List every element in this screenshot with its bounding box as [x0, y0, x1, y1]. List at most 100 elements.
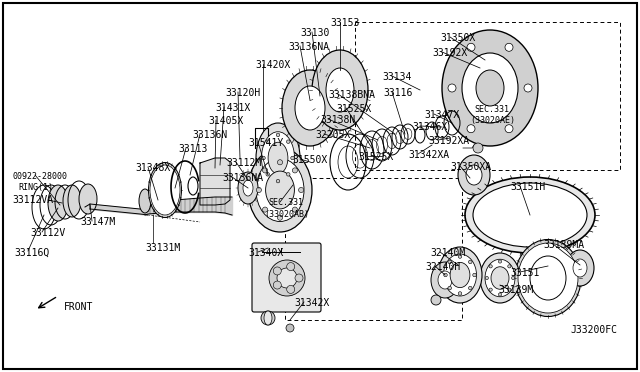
Ellipse shape: [476, 70, 504, 106]
Text: SEC.331: SEC.331: [474, 105, 509, 114]
Polygon shape: [85, 204, 90, 209]
Circle shape: [444, 273, 447, 277]
Ellipse shape: [462, 53, 518, 123]
Circle shape: [524, 84, 532, 92]
Text: 31431X: 31431X: [215, 103, 250, 113]
Text: 31342XA: 31342XA: [408, 150, 449, 160]
Circle shape: [273, 281, 282, 289]
Circle shape: [505, 125, 513, 133]
Text: 00922-28000: 00922-28000: [12, 172, 67, 181]
Text: 33113: 33113: [178, 144, 207, 154]
Ellipse shape: [48, 185, 68, 221]
Ellipse shape: [63, 185, 81, 217]
Circle shape: [266, 173, 269, 176]
Ellipse shape: [473, 183, 587, 247]
Text: 33134: 33134: [382, 72, 412, 82]
Text: 33147M: 33147M: [80, 217, 115, 227]
Circle shape: [261, 311, 275, 325]
Circle shape: [269, 260, 305, 296]
Circle shape: [468, 286, 472, 290]
Text: 31525X: 31525X: [358, 152, 393, 162]
Ellipse shape: [465, 177, 595, 253]
Text: 31346X: 31346X: [412, 122, 447, 132]
Ellipse shape: [518, 243, 578, 313]
Circle shape: [262, 156, 265, 160]
Text: 31350X: 31350X: [440, 33, 476, 43]
FancyBboxPatch shape: [252, 243, 321, 312]
Text: RING(1): RING(1): [18, 183, 53, 192]
Circle shape: [468, 260, 472, 264]
Ellipse shape: [268, 142, 288, 174]
Circle shape: [287, 173, 290, 176]
Circle shape: [448, 84, 456, 92]
Text: FRONT: FRONT: [64, 302, 93, 312]
Text: 33138BNA: 33138BNA: [328, 90, 375, 100]
Circle shape: [499, 293, 502, 296]
Circle shape: [287, 263, 294, 270]
Text: 31420X: 31420X: [255, 60, 291, 70]
Text: 31347X: 31347X: [424, 110, 460, 120]
Text: 31541Y: 31541Y: [248, 138, 284, 148]
Circle shape: [295, 274, 303, 282]
Ellipse shape: [491, 267, 509, 289]
Text: 33151H: 33151H: [510, 182, 545, 192]
Circle shape: [458, 292, 461, 295]
Circle shape: [287, 140, 290, 144]
Text: 33192X: 33192X: [432, 48, 467, 58]
Circle shape: [292, 168, 298, 173]
Circle shape: [277, 215, 282, 220]
Circle shape: [431, 295, 441, 305]
Circle shape: [467, 125, 475, 133]
Text: 33116Q: 33116Q: [14, 248, 49, 258]
Ellipse shape: [480, 253, 520, 303]
Ellipse shape: [150, 165, 180, 215]
Ellipse shape: [256, 123, 300, 193]
Ellipse shape: [266, 171, 294, 209]
Ellipse shape: [473, 143, 483, 153]
Text: 33116: 33116: [383, 88, 412, 98]
Text: 32205X: 32205X: [315, 130, 350, 140]
Circle shape: [277, 268, 297, 288]
Text: 31350XA: 31350XA: [450, 162, 491, 172]
Circle shape: [473, 273, 476, 277]
Ellipse shape: [438, 271, 452, 289]
Ellipse shape: [566, 250, 594, 286]
Ellipse shape: [450, 262, 470, 288]
Circle shape: [458, 255, 461, 258]
Ellipse shape: [262, 132, 294, 184]
Text: 31525X: 31525X: [336, 104, 371, 114]
Circle shape: [489, 288, 492, 291]
Ellipse shape: [438, 247, 482, 303]
Ellipse shape: [466, 165, 482, 185]
Ellipse shape: [573, 259, 587, 277]
Polygon shape: [200, 158, 230, 205]
Text: 33151: 33151: [510, 268, 540, 278]
Text: 32140M: 32140M: [430, 248, 465, 258]
Text: 33136NA: 33136NA: [222, 173, 263, 183]
Circle shape: [485, 276, 488, 280]
Circle shape: [467, 43, 475, 51]
Text: 31550X: 31550X: [292, 155, 327, 165]
Circle shape: [292, 207, 298, 212]
Ellipse shape: [442, 30, 538, 146]
Circle shape: [505, 43, 513, 51]
Ellipse shape: [295, 86, 325, 130]
Ellipse shape: [312, 50, 368, 130]
Circle shape: [511, 276, 515, 280]
Text: 33192XA: 33192XA: [428, 136, 469, 146]
Circle shape: [286, 324, 294, 332]
Text: 31405X: 31405X: [208, 116, 243, 126]
Ellipse shape: [431, 262, 459, 298]
Circle shape: [262, 207, 268, 212]
Ellipse shape: [326, 68, 354, 112]
Ellipse shape: [458, 155, 490, 195]
Text: 33138N: 33138N: [320, 115, 355, 125]
Text: 33112M: 33112M: [226, 158, 261, 168]
Circle shape: [276, 179, 280, 183]
Circle shape: [256, 187, 261, 193]
Text: (33020AE): (33020AE): [470, 116, 515, 125]
Ellipse shape: [139, 189, 151, 213]
Text: 33131M: 33131M: [145, 243, 180, 253]
Text: 33139M: 33139M: [498, 285, 533, 295]
Text: (33020AB): (33020AB): [264, 210, 309, 219]
